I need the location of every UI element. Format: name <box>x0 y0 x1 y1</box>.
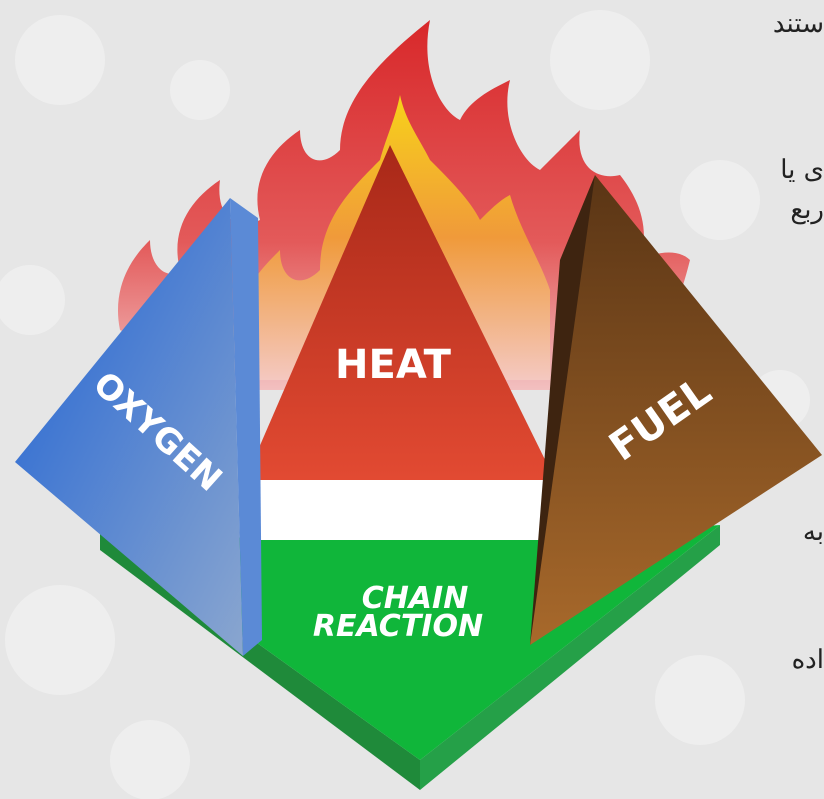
reaction-label: REACTION <box>313 609 483 644</box>
illustration: HEAT OXYGEN FUEL CHAIN REACTION ستند ى ي… <box>0 0 824 799</box>
page: HEAT OXYGEN FUEL CHAIN REACTION ستند ى ي… <box>0 0 824 799</box>
side-text: ستند <box>773 9 824 39</box>
heat-label: HEAT <box>335 342 452 388</box>
side-text: ى يا <box>780 155 824 185</box>
side-text: اده <box>792 645 824 675</box>
side-text: ربع <box>790 195 824 225</box>
side-text: به <box>803 517 824 547</box>
white-band <box>245 478 555 540</box>
